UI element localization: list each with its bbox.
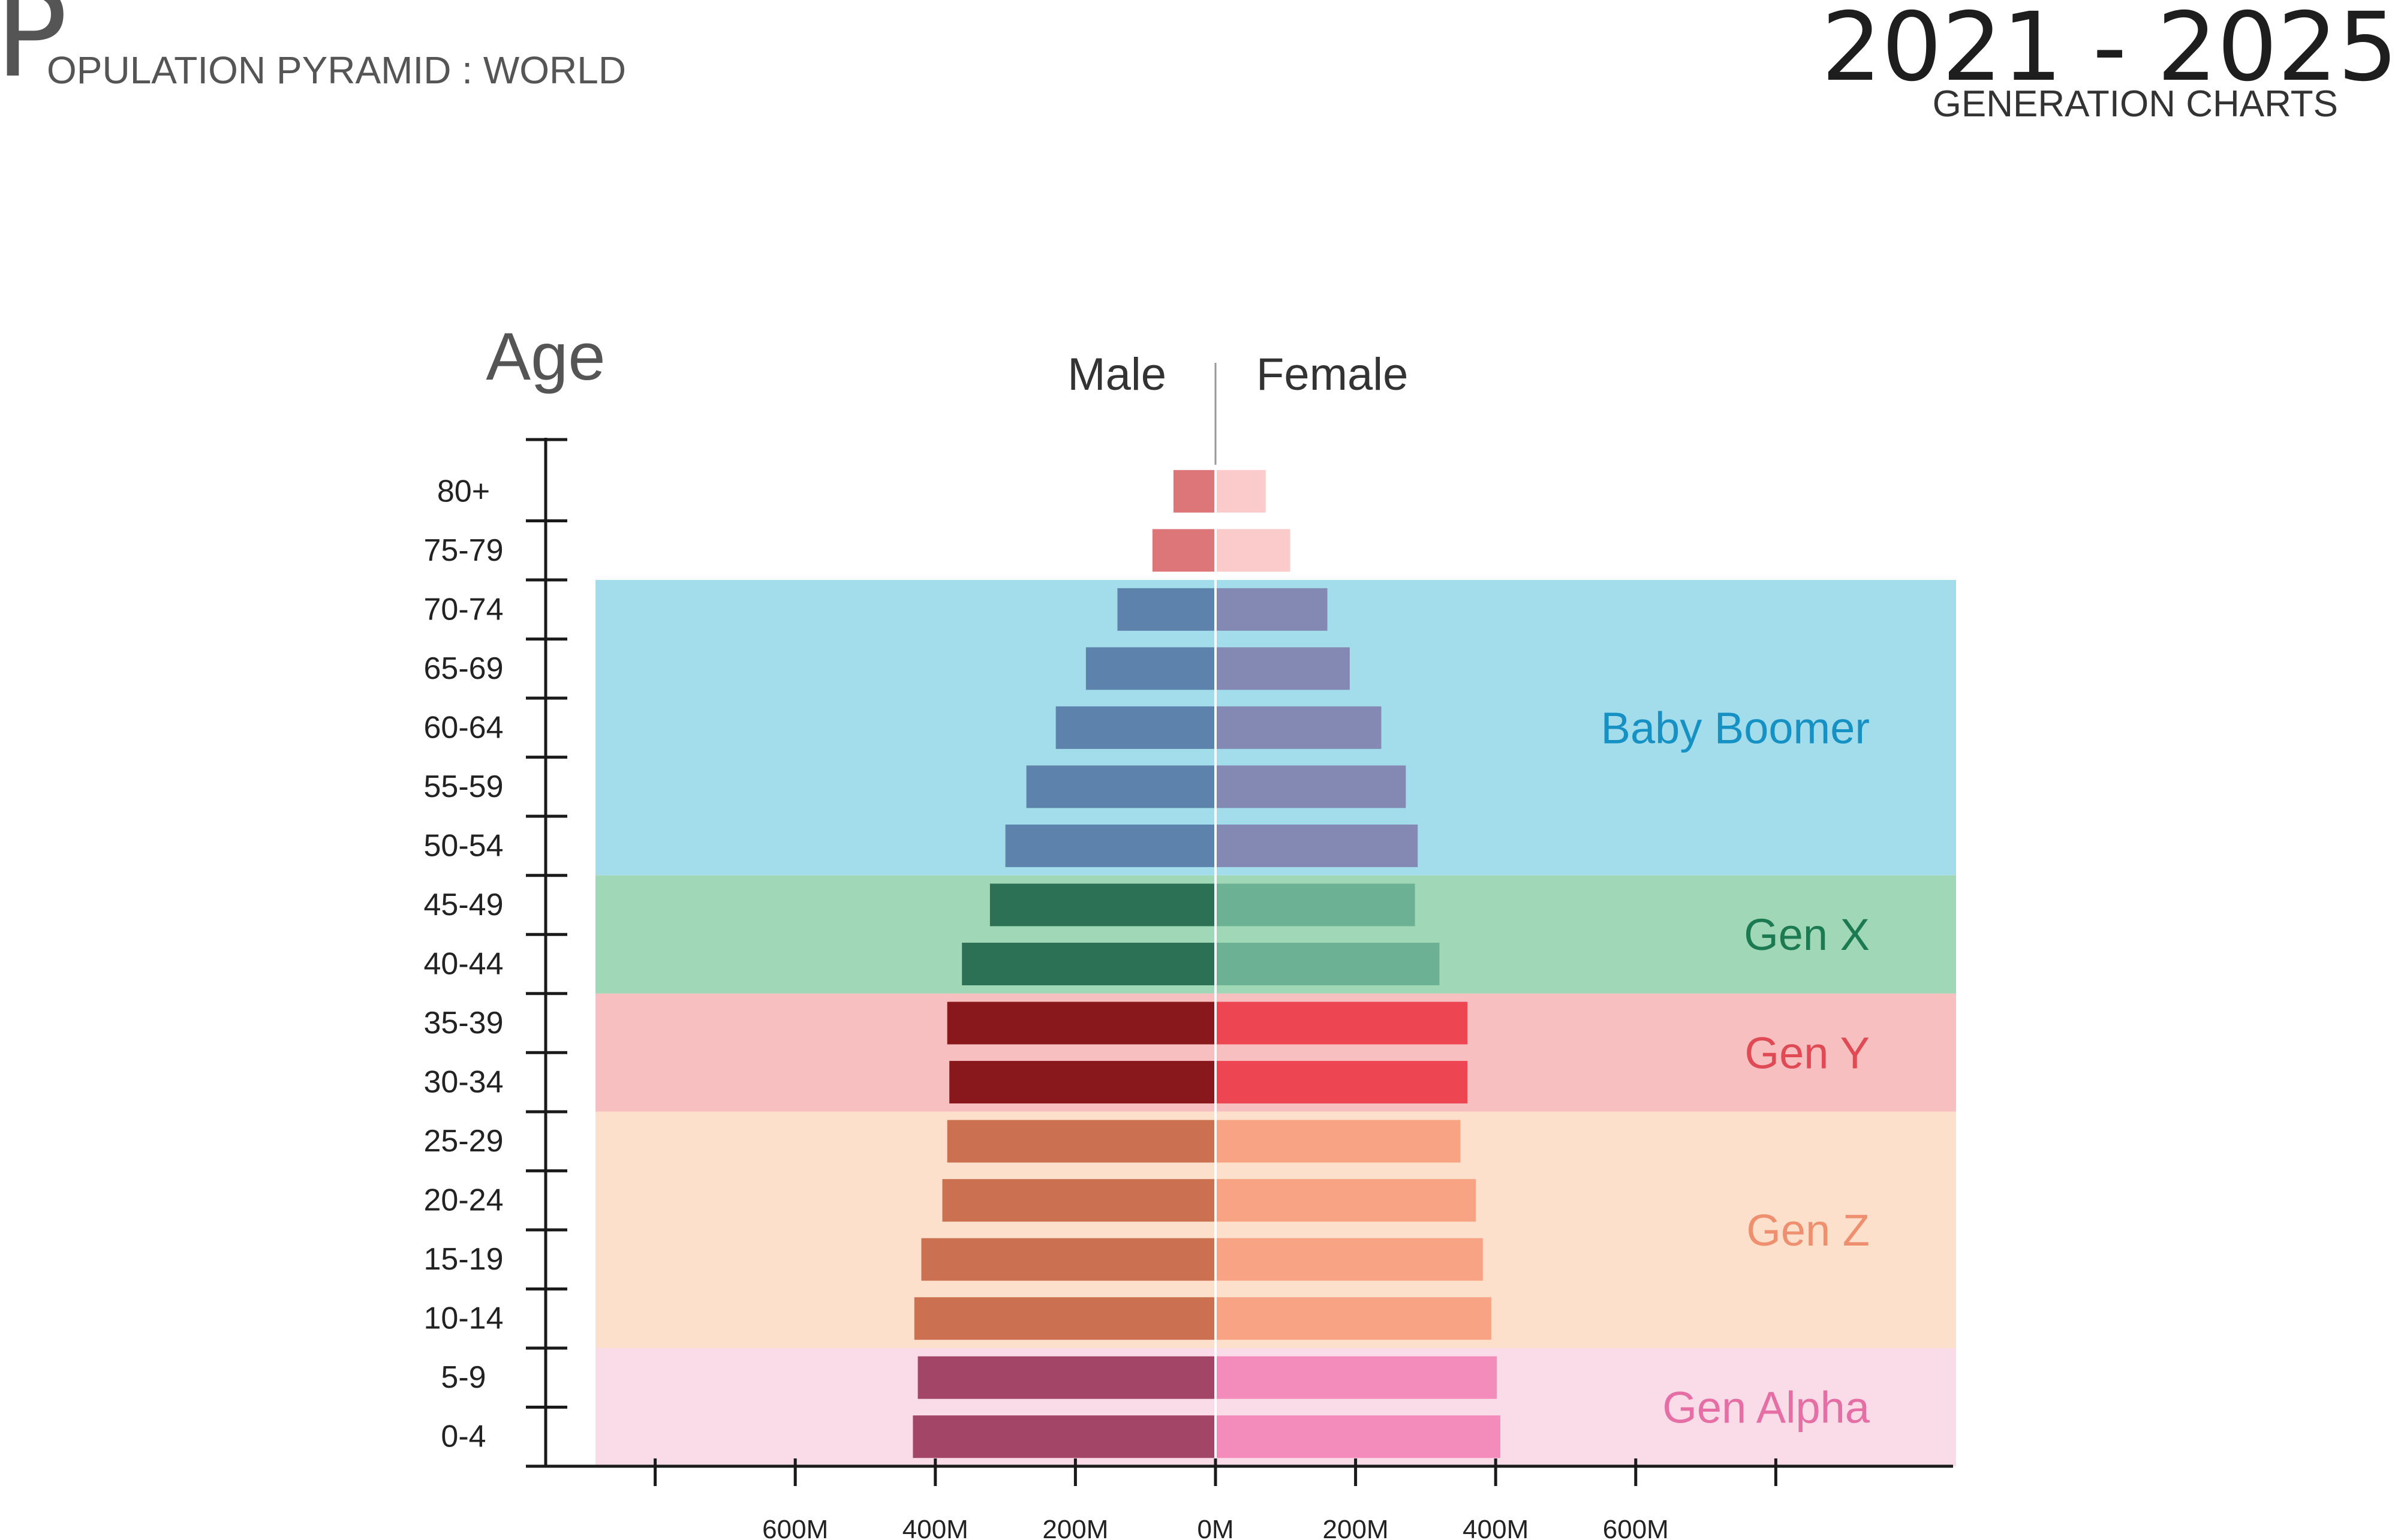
y-tick-label-0-4: 0-4 [441,1419,486,1454]
female-bar-75-79 [1217,529,1290,572]
x-tick-label: 200M [1042,1515,1108,1540]
generation-label-gen-x: Gen X [1744,910,1870,960]
generation-label-gen-alpha: Gen Alpha [1662,1382,1870,1432]
generation-label-gen-z: Gen Z [1746,1205,1870,1255]
male-bar-10-14 [914,1297,1215,1340]
female-bar-0-4 [1217,1415,1501,1458]
female-bar-70-74 [1217,588,1328,631]
female-bar-65-69 [1217,647,1350,690]
x-tick-label: 600M [762,1515,828,1540]
title-initial: P [0,0,68,104]
male-bar-20-24 [942,1179,1215,1222]
female-bar-80+ [1217,470,1266,513]
bars [913,470,1501,1458]
chart-subtitle: GENERATION CHARTS [1932,83,2338,125]
axes [526,363,1953,1486]
year-range: 2021 - 2025 [1821,0,2398,103]
male-bar-55-59 [1026,765,1215,808]
page-title: OPULATION PYRAMID : WORLD [47,49,627,92]
x-tick-label: 0M [1197,1515,1233,1540]
series-label-male: Male [1067,349,1166,400]
male-bar-45-49 [989,883,1215,927]
y-tick-label-45-49: 45-49 [424,888,504,922]
y-tick-label-40-44: 40-44 [424,947,504,982]
y-tick-label-30-34: 30-34 [424,1065,504,1100]
female-bar-50-54 [1217,824,1418,867]
male-bar-30-34 [949,1061,1215,1104]
female-bar-20-24 [1217,1179,1476,1222]
male-bar-70-74 [1117,588,1215,631]
male-bar-65-69 [1085,647,1215,690]
labels: Baby Boomer Gen X Gen Y Gen Z Gen Alpha 80+ 75… [424,319,1870,1540]
y-tick-label-75-79: 75-79 [424,533,504,568]
male-bar-60-64 [1055,706,1215,749]
generation-label-gen-y: Gen Y [1745,1028,1870,1078]
y-tick-label-55-59: 55-59 [424,769,504,804]
male-bar-75-79 [1152,529,1215,572]
male-bar-5-9 [917,1356,1215,1399]
male-bar-25-29 [947,1120,1215,1163]
y-tick-label-70-74: 70-74 [424,592,504,627]
male-bar-80+ [1173,470,1215,513]
female-bar-55-59 [1217,765,1406,808]
y-tick-label-60-64: 60-64 [424,710,504,745]
female-bar-60-64 [1217,706,1382,749]
x-tick-label: 400M [1463,1515,1529,1540]
x-tick-label: 200M [1323,1515,1389,1540]
y-tick-label-5-9: 5-9 [441,1360,486,1395]
female-bar-5-9 [1217,1356,1497,1399]
y-tick-label-35-39: 35-39 [424,1006,504,1040]
title-block: P OPULATION PYRAMID : WORLD [0,0,660,108]
y-tick-label-80+: 80+ [437,474,490,509]
series-label-female: Female [1256,349,1408,400]
generation-label-baby-boomer: Baby Boomer [1601,703,1870,753]
female-bar-40-44 [1217,943,1440,985]
female-bar-35-39 [1217,1001,1468,1045]
y-tick-label-65-69: 65-69 [424,651,504,686]
male-bar-50-54 [1005,824,1215,867]
x-tick-label: 600M [1603,1515,1669,1540]
y-tick-label-25-29: 25-29 [424,1124,504,1159]
female-bar-45-49 [1217,883,1415,927]
x-tick-label: 400M [902,1515,968,1540]
male-bar-40-44 [962,943,1215,985]
male-bar-0-4 [913,1415,1215,1458]
female-bar-10-14 [1217,1297,1491,1340]
y-tick-label-10-14: 10-14 [424,1301,504,1336]
female-bar-25-29 [1217,1120,1461,1163]
y-axis-title: Age [486,319,605,394]
female-bar-15-19 [1217,1238,1483,1281]
y-tick-label-20-24: 20-24 [424,1183,504,1218]
male-bar-35-39 [947,1001,1215,1045]
female-bar-30-34 [1217,1061,1468,1104]
male-bar-15-19 [921,1238,1215,1281]
y-tick-label-50-54: 50-54 [424,828,504,863]
y-tick-label-15-19: 15-19 [424,1242,504,1277]
